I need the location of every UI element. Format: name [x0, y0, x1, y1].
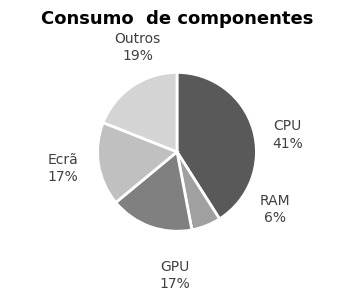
Title: Consumo  de componentes: Consumo de componentes [41, 10, 313, 28]
Wedge shape [177, 72, 256, 219]
Wedge shape [116, 152, 192, 231]
Wedge shape [103, 72, 177, 152]
Text: RAM
6%: RAM 6% [260, 194, 290, 225]
Text: Outros
19%: Outros 19% [115, 32, 161, 63]
Text: GPU
17%: GPU 17% [160, 260, 190, 291]
Wedge shape [177, 152, 219, 230]
Wedge shape [98, 123, 177, 202]
Text: Ecrã
17%: Ecrã 17% [48, 153, 78, 184]
Text: CPU
41%: CPU 41% [272, 119, 303, 151]
